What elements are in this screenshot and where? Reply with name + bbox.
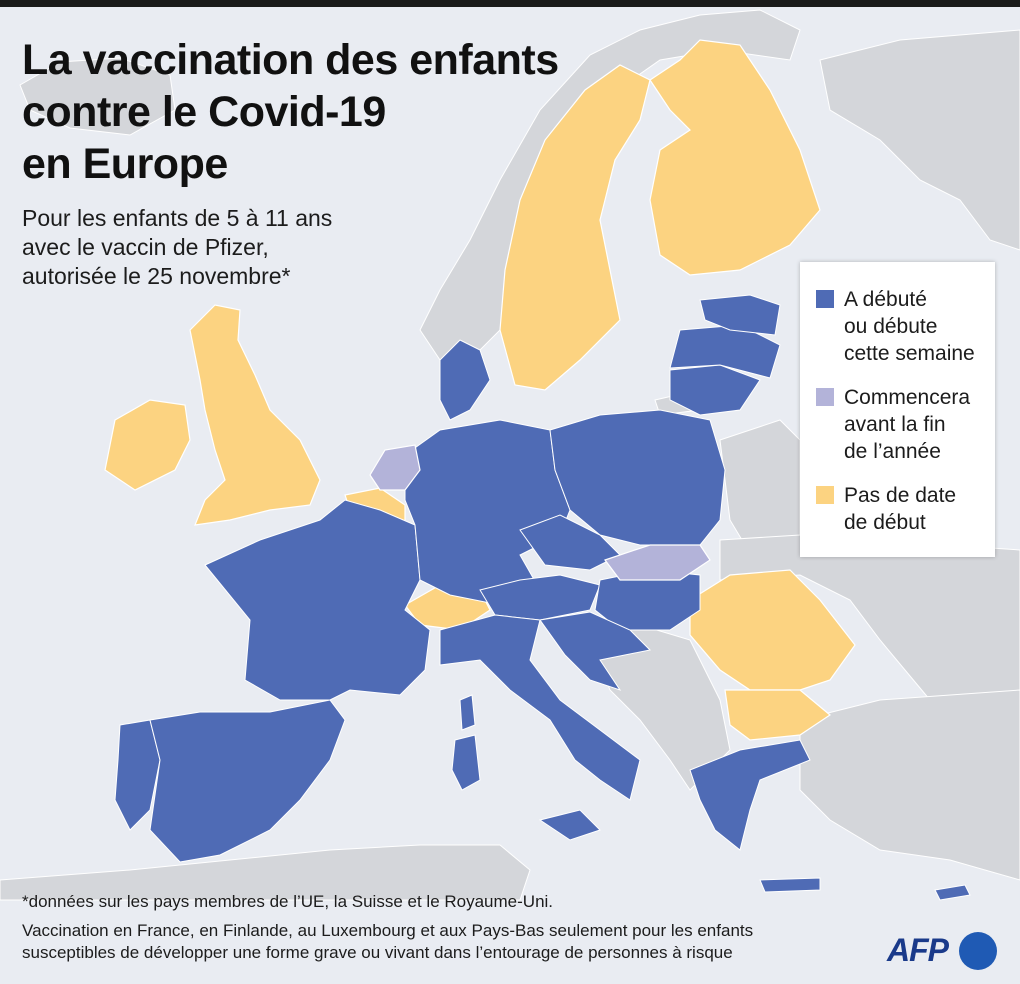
island-sicily bbox=[538, 809, 601, 841]
country-slovenia-croatia bbox=[539, 611, 652, 691]
country-sweden bbox=[499, 64, 651, 391]
country-ireland bbox=[104, 399, 191, 491]
subtitle-line: Pour les enfants de 5 à 11 ans bbox=[22, 205, 333, 231]
island-corsica bbox=[459, 694, 476, 731]
title-line: en Europe bbox=[22, 140, 228, 188]
island-sardinia bbox=[451, 734, 481, 791]
footnotes: *données sur les pays membres de l’UE, l… bbox=[22, 890, 882, 964]
country-slovakia bbox=[604, 544, 711, 581]
title-line: contre le Covid-19 bbox=[22, 88, 386, 136]
europe-map bbox=[0, 9, 1020, 901]
land-iceland bbox=[19, 57, 176, 136]
country-denmark bbox=[439, 339, 491, 421]
country-cyprus bbox=[934, 884, 971, 901]
footnote: *données sur les pays membres de l’UE, l… bbox=[22, 892, 554, 911]
country-netherlands bbox=[369, 444, 421, 491]
title-line: La vaccination des enfants bbox=[22, 36, 559, 84]
detail-note: Vaccination en France, en Finlande, au L… bbox=[22, 921, 754, 962]
logo-text: AFP bbox=[887, 932, 949, 968]
country-romania bbox=[689, 569, 856, 691]
legend-swatch-no-date bbox=[816, 486, 834, 504]
chart-title: La vaccination des enfants contre le Cov… bbox=[22, 34, 559, 190]
island-crete bbox=[759, 877, 821, 893]
legend-item-no-date: Pas de date de début bbox=[816, 482, 956, 536]
afp-dot-icon bbox=[959, 932, 997, 970]
country-france bbox=[204, 499, 431, 701]
subtitle-line: autorisée le 25 novembre* bbox=[22, 263, 291, 289]
country-uk bbox=[189, 304, 321, 526]
top-bar bbox=[0, 0, 1020, 7]
country-greece bbox=[689, 739, 811, 851]
country-estonia bbox=[699, 294, 781, 336]
land-turkey bbox=[799, 689, 1020, 881]
legend-label: A débuté ou débute cette semaine bbox=[844, 288, 975, 365]
legend-item-before-year-end: Commencera avant la fin de l’année bbox=[816, 384, 970, 465]
legend-label: Commencera avant la fin de l’année bbox=[844, 386, 971, 463]
subtitle-line: avec le vaccin de Pfizer, bbox=[22, 234, 269, 260]
country-italy bbox=[439, 614, 641, 801]
legend-swatch-started bbox=[816, 290, 834, 308]
legend-swatch-before-year-end bbox=[816, 388, 834, 406]
afp-logo: AFP bbox=[887, 930, 1003, 972]
country-spain bbox=[149, 699, 346, 863]
country-poland bbox=[549, 409, 726, 546]
chart-subtitle: Pour les enfants de 5 à 11 ans avec le v… bbox=[22, 204, 332, 291]
land-russia-north bbox=[819, 29, 1020, 251]
land-africa bbox=[0, 844, 531, 901]
country-bulgaria bbox=[724, 689, 832, 741]
country-finland bbox=[649, 39, 821, 276]
legend-item-started: A débuté ou débute cette semaine bbox=[816, 286, 975, 367]
country-germany bbox=[404, 419, 571, 606]
legend: A débuté ou débute cette semaine Commenc… bbox=[800, 262, 995, 557]
legend-label: Pas de date de début bbox=[844, 484, 957, 534]
